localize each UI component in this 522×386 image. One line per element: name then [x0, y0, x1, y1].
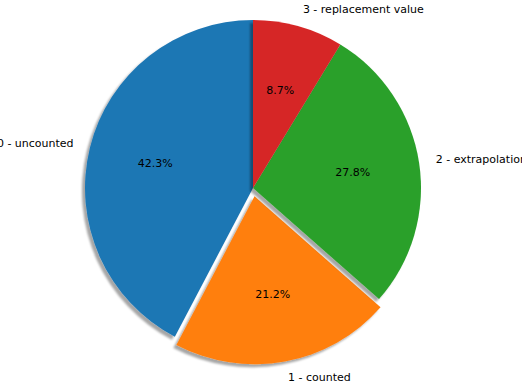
pie-slice: [253, 20, 340, 188]
data-label: 27.8%: [335, 166, 370, 179]
labels: 0 - uncounted 1 - counted 2 - extrapolatio…: [0, 3, 522, 384]
slices: [85, 20, 421, 364]
category-label: 3 - replacement value: [303, 3, 424, 16]
data-label: 21.2%: [255, 288, 290, 301]
category-label: 0 - uncounted: [0, 137, 74, 150]
pie: 0 - uncounted 1 - counted 2 - extrapolatio…: [0, 3, 522, 384]
category-label: 2 - extrapolation: [436, 153, 522, 166]
data-label: 8.7%: [266, 84, 294, 97]
chart: 0 - uncounted 1 - counted 2 - extrapolatio…: [0, 0, 522, 386]
data-label: 42.3%: [138, 157, 173, 170]
category-label: 1 - counted: [288, 371, 351, 384]
